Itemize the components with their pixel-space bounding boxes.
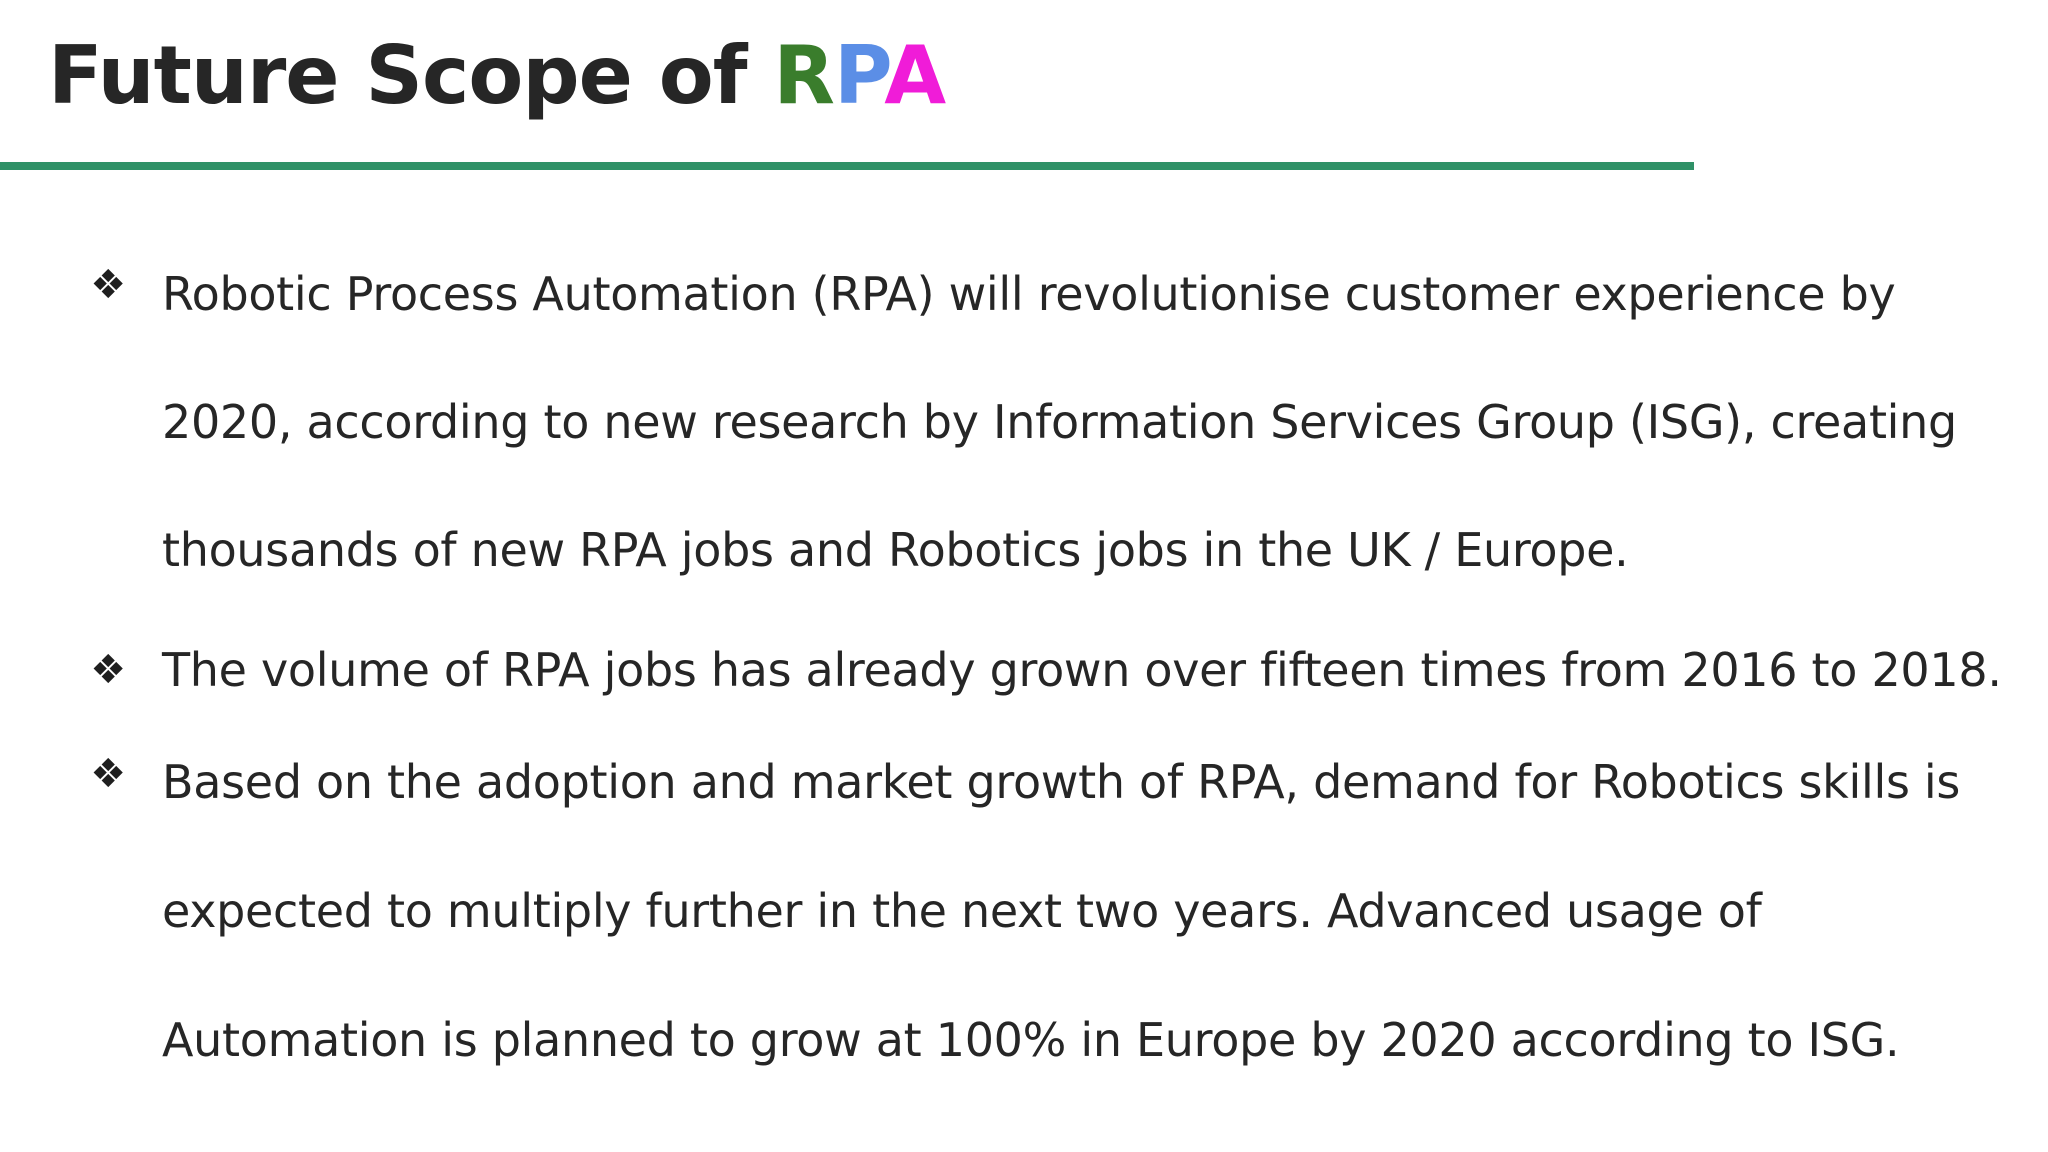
bullet-item: ❖ Robotic Process Automation (RPA) will … bbox=[84, 230, 2004, 614]
title-letter-a: A bbox=[884, 29, 946, 122]
bullet-list: ❖ Robotic Process Automation (RPA) will … bbox=[84, 240, 2004, 1105]
slide-title: Future Scope of RPA bbox=[48, 20, 946, 132]
diamond-bullet-icon: ❖ bbox=[90, 262, 126, 308]
bullet-text: The volume of RPA jobs has already grown… bbox=[162, 643, 2002, 697]
title-divider bbox=[0, 162, 1694, 170]
bullet-item: ❖ The volume of RPA jobs has already gro… bbox=[84, 614, 2004, 726]
bullet-text: Robotic Process Automation (RPA) will re… bbox=[162, 267, 1957, 577]
bullet-item: ❖ Based on the adoption and market growt… bbox=[84, 718, 2004, 1105]
bullet-text: Based on the adoption and market growth … bbox=[162, 755, 1961, 1067]
diamond-bullet-icon: ❖ bbox=[90, 647, 126, 693]
title-letter-p: P bbox=[833, 29, 885, 122]
diamond-bullet-icon: ❖ bbox=[90, 751, 126, 797]
title-letter-r: R bbox=[773, 29, 835, 122]
title-prefix: Future Scope of bbox=[48, 29, 774, 122]
